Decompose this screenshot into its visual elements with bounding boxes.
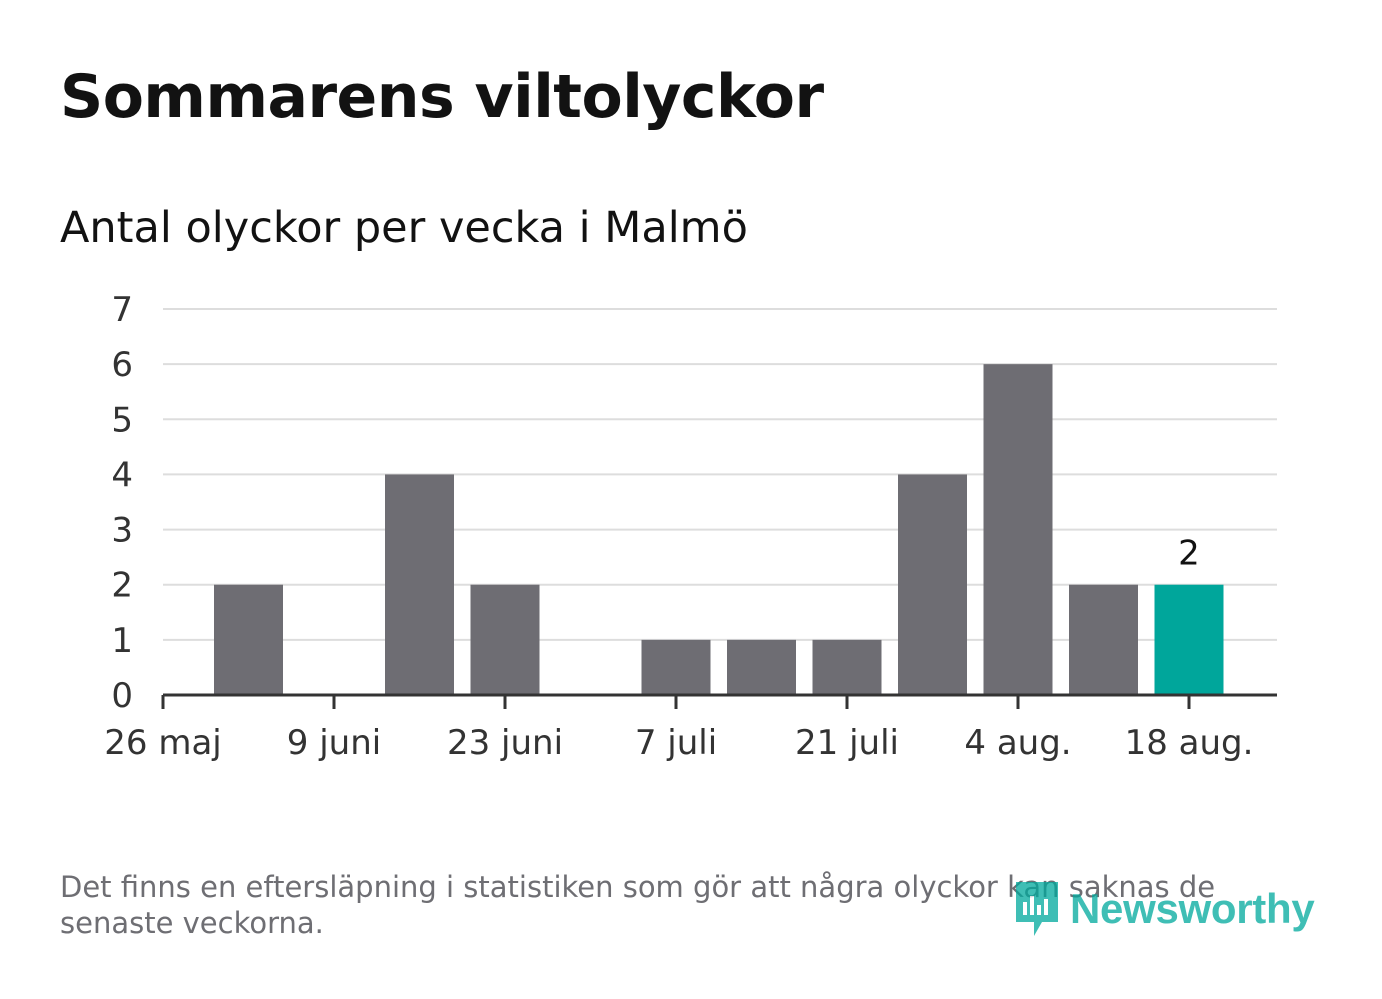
- newsworthy-logo-icon: [1016, 882, 1058, 936]
- bar-9: [898, 474, 967, 695]
- bar-12: [1154, 584, 1224, 695]
- y-axis-labels: 0 1 2 3 4 5 6 7: [111, 290, 133, 716]
- bar-7: [727, 639, 796, 695]
- bar-8: [812, 639, 882, 695]
- x-tick-label-2: 23 juni: [447, 723, 563, 763]
- y-tick-label-6: 6: [111, 345, 133, 385]
- x-tick-label-6: 18 aug.: [1125, 723, 1254, 763]
- y-tick-label-7: 7: [111, 290, 133, 330]
- bars: [214, 364, 1224, 695]
- x-axis-labels: 26 maj 9 juni 23 juni 7 juli 21 juli 4 aug. 18…: [104, 723, 1253, 763]
- y-tick-label-1: 1: [111, 621, 133, 661]
- chart-title: Sommarens viltolyckor: [60, 62, 824, 132]
- y-tick-label-0: 0: [111, 676, 133, 716]
- x-tick-label-4: 21 juli: [795, 723, 899, 763]
- bar-1: [214, 584, 283, 695]
- bar-6: [641, 639, 711, 695]
- brand-name: Newsworthy: [1070, 885, 1315, 932]
- bar-10: [983, 364, 1053, 695]
- x-tick-label-3: 7 juli: [635, 723, 717, 763]
- y-tick-label-4: 4: [111, 455, 133, 495]
- y-tick-label-5: 5: [111, 400, 133, 440]
- brand-logo: Newsworthy: [1012, 878, 1315, 940]
- x-axis: [161, 693, 1277, 709]
- x-tick-label-5: 4 aug.: [964, 723, 1071, 763]
- grid-lines: [163, 308, 1277, 641]
- bar-3: [385, 474, 454, 695]
- x-tick-label-0: 26 maj: [104, 723, 221, 763]
- x-tick-label-1: 9 juni: [287, 723, 381, 763]
- bar-11: [1069, 584, 1138, 695]
- y-tick-label-3: 3: [111, 511, 133, 551]
- chart-subtitle: Antal olyckor per vecka i Malmö: [60, 203, 748, 253]
- bar-4: [470, 584, 540, 695]
- y-tick-label-2: 2: [111, 566, 133, 606]
- data-labels: 2: [1178, 534, 1200, 574]
- data-label-highlight: 2: [1178, 534, 1200, 574]
